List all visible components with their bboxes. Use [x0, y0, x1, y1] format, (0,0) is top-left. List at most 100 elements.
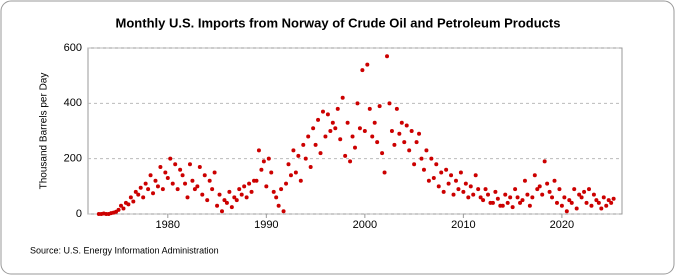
point — [185, 195, 190, 200]
point — [522, 178, 527, 183]
point — [481, 198, 486, 203]
point — [158, 164, 163, 169]
point — [183, 181, 188, 186]
point — [210, 187, 215, 192]
point — [340, 95, 345, 100]
point — [296, 153, 301, 158]
y-tick-label: 0 — [76, 208, 82, 220]
point — [205, 198, 210, 203]
point — [286, 162, 291, 167]
point — [116, 207, 121, 212]
point — [269, 170, 274, 175]
point — [244, 195, 249, 200]
point — [463, 181, 468, 186]
point — [382, 170, 387, 175]
point — [574, 206, 579, 211]
point — [436, 184, 441, 189]
source: Source: U.S. Energy Information Administ… — [30, 245, 219, 255]
point — [202, 173, 207, 178]
point — [458, 170, 463, 175]
point — [594, 198, 599, 203]
point — [229, 205, 234, 210]
point — [591, 192, 596, 197]
point — [508, 195, 513, 200]
point — [449, 173, 454, 178]
point — [577, 192, 582, 197]
point — [316, 117, 321, 122]
point — [274, 195, 279, 200]
point — [483, 187, 488, 192]
point — [330, 120, 335, 125]
point — [370, 134, 375, 139]
point — [530, 195, 535, 200]
point — [247, 181, 252, 186]
point — [293, 170, 298, 175]
point — [584, 200, 589, 205]
point — [362, 129, 367, 133]
point — [518, 200, 523, 205]
point — [554, 200, 559, 205]
point — [224, 200, 229, 205]
point — [151, 191, 156, 196]
point — [444, 167, 449, 172]
point — [572, 187, 577, 192]
x-tick-label: 1990 — [254, 219, 278, 231]
point — [197, 164, 202, 169]
point — [599, 206, 604, 211]
point — [242, 184, 247, 189]
point — [291, 148, 296, 153]
point — [357, 126, 362, 131]
point — [392, 142, 397, 147]
point — [567, 198, 572, 203]
point — [471, 192, 476, 197]
point — [365, 62, 370, 67]
point — [249, 189, 254, 194]
point — [562, 195, 567, 200]
point — [187, 162, 192, 167]
point — [493, 189, 498, 194]
point — [478, 195, 483, 200]
point — [350, 134, 355, 139]
point — [348, 159, 353, 164]
point — [399, 120, 404, 125]
point — [468, 184, 473, 189]
point — [180, 173, 185, 178]
point — [360, 68, 365, 73]
point — [121, 206, 126, 211]
point — [153, 178, 158, 183]
point — [264, 184, 269, 189]
point — [609, 200, 614, 205]
point — [510, 205, 515, 210]
point — [394, 106, 399, 111]
point — [215, 203, 220, 208]
point — [385, 54, 390, 59]
point — [128, 195, 133, 200]
point — [160, 187, 165, 192]
point — [173, 162, 178, 167]
point — [557, 187, 562, 192]
y-tick-label: 600 — [64, 42, 82, 54]
point — [200, 192, 205, 197]
point — [520, 198, 525, 203]
point — [579, 195, 584, 200]
point — [547, 189, 552, 194]
x-tick-label: 2000 — [353, 219, 377, 231]
point — [564, 209, 569, 214]
point — [338, 137, 343, 142]
point — [311, 126, 316, 131]
point — [323, 134, 328, 139]
point — [456, 187, 461, 192]
point — [532, 173, 537, 178]
point — [343, 153, 348, 158]
point — [333, 126, 338, 131]
point — [409, 129, 414, 133]
point — [170, 181, 175, 186]
point — [345, 120, 350, 125]
point — [328, 129, 333, 133]
point — [490, 200, 495, 205]
point — [375, 140, 380, 145]
point — [604, 203, 609, 208]
point — [232, 195, 237, 200]
